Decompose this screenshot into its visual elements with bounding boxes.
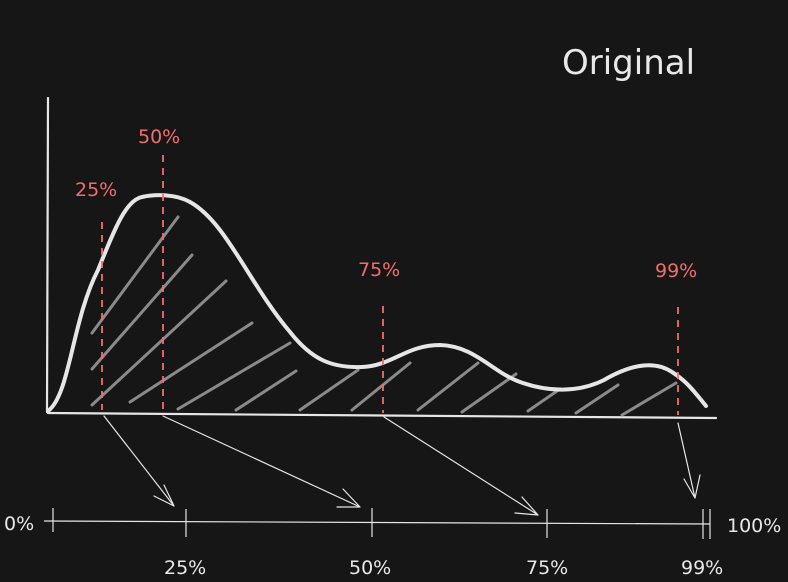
y-axis [45,96,50,414]
marker-label-25: 25% [75,179,117,201]
marker-label-75: 75% [358,259,400,281]
scale-end-label: 100% [727,515,781,537]
diagram-title: Original [562,43,695,83]
arrow-25 [103,415,175,507]
scale-tick-label-99: 99% [681,557,723,579]
arrow-50 [162,415,361,508]
distribution-curve [46,193,708,413]
x-axis [46,411,718,420]
marker-label-50: 50% [138,126,180,148]
mapping-arrows [103,415,701,516]
scale-tick-label-75: 75% [526,557,568,579]
scale-tick-label-25: 25% [164,557,206,579]
arrow-99 [677,422,701,499]
scale-tick-label-50: 50% [349,557,391,579]
area-hatching [90,215,678,417]
scale-start-label: 0% [4,513,34,535]
marker-label-99: 99% [655,260,697,282]
arrow-75 [383,416,539,516]
percentile-scale [43,508,711,539]
